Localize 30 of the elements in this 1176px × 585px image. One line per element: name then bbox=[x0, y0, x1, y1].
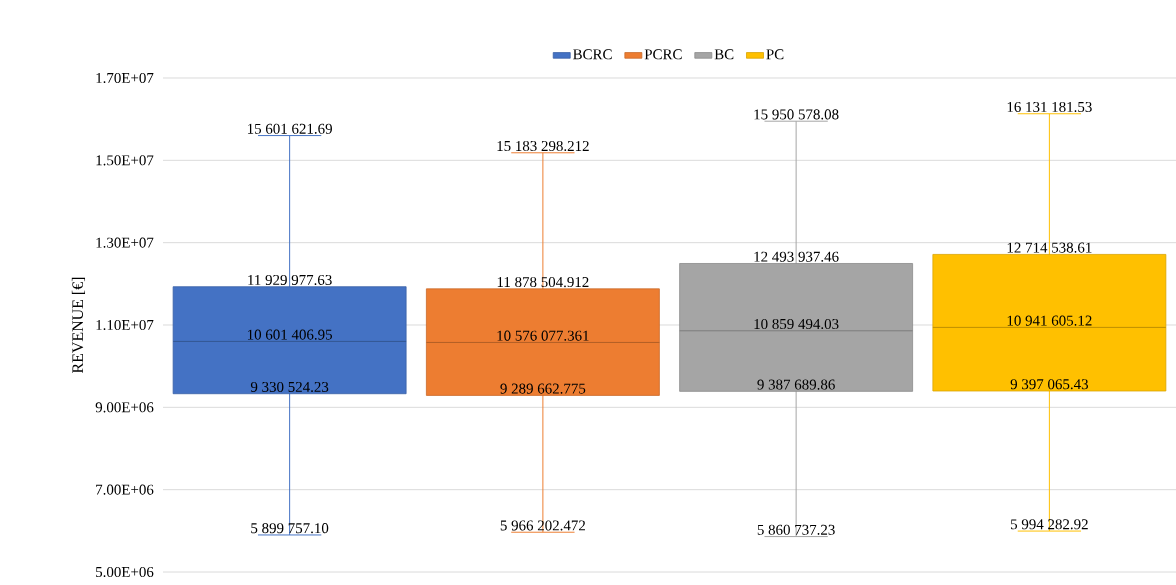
legend-label: BC bbox=[714, 49, 734, 60]
text: 11 878 504.912 bbox=[497, 276, 589, 288]
y-axis-title: REVENUE [€] bbox=[71, 277, 86, 374]
legend-label: BCRC bbox=[573, 49, 612, 60]
y-tick-label: 1.70E+07 bbox=[96, 72, 154, 84]
text: 12 493 937.46 bbox=[754, 251, 839, 262]
legend-label: PC bbox=[766, 49, 784, 60]
text: 11 929 977.63 bbox=[248, 274, 332, 286]
y-tick-label: 7.00E+06 bbox=[96, 484, 154, 495]
legend-label: PCRC bbox=[644, 49, 682, 60]
y-tick-label: 5.00E+06 bbox=[96, 566, 154, 578]
text: 15 601 621.69 bbox=[247, 123, 332, 134]
y-tick-label: 1.30E+07 bbox=[96, 237, 154, 248]
text: 10 859 494.03 bbox=[754, 318, 839, 330]
text: 9 387 689.86 bbox=[757, 379, 835, 390]
text: 10 941 605.12 bbox=[1007, 315, 1092, 326]
y-tick-label: 1.50E+07 bbox=[96, 155, 154, 166]
text: 10 576 077.361 bbox=[497, 330, 589, 341]
y-tick-label: 9.00E+06 bbox=[95, 402, 154, 413]
text: 9 289 662.775 bbox=[500, 383, 586, 394]
text: 15 950 578.08 bbox=[754, 109, 839, 120]
text: 12 714 538.61 bbox=[1007, 242, 1092, 253]
text: 5 966 202.472 bbox=[500, 520, 585, 531]
y-tick-label: 1.10E+07 bbox=[96, 319, 154, 331]
text: 15 183 298.212 bbox=[497, 140, 589, 152]
text: 16 131 181.53 bbox=[1007, 101, 1092, 113]
text: 9 397 065.43 bbox=[1010, 379, 1089, 390]
text: 9 330 524.23 bbox=[250, 381, 329, 393]
text: 10 601 406.95 bbox=[247, 329, 332, 340]
text: 5 860 737.23 bbox=[757, 524, 835, 535]
